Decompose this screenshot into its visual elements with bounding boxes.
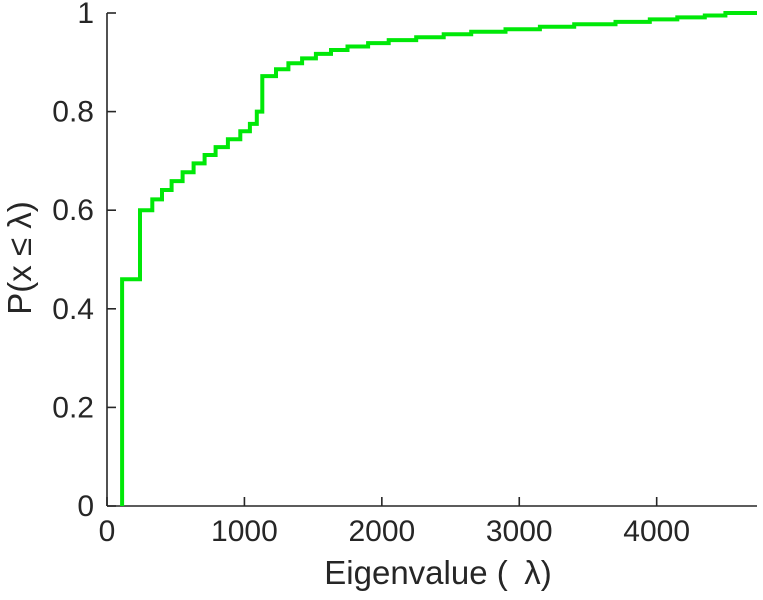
x-tick-label: 3000 — [486, 515, 553, 548]
y-tick-label: 0.6 — [52, 194, 94, 227]
y-tick-label: 0 — [77, 490, 94, 523]
y-tick-label: 0.8 — [52, 96, 94, 129]
x-axis-label: Eigenvalue ( λ) — [324, 554, 551, 591]
y-tick-label: 0.2 — [52, 391, 94, 424]
ecdf-series-layer — [120, 11, 757, 506]
x-tick-label: 1000 — [211, 515, 278, 548]
axes-layer: 0 1000 2000 3000 4000 0 0.2 0.4 0.6 0.8 1 — [52, 0, 757, 548]
ecdf-step-line — [120, 11, 757, 506]
x-tick-label: 4000 — [623, 515, 690, 548]
x-tick-label: 2000 — [348, 515, 415, 548]
y-tick-label: 0.4 — [52, 293, 94, 326]
y-axis-label: P(x ≤ λ) — [1, 201, 38, 314]
y-tick-label: 1 — [77, 0, 94, 30]
x-tick-label: 0 — [99, 515, 116, 548]
